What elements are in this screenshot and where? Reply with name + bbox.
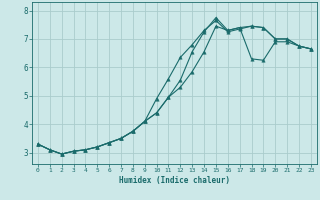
X-axis label: Humidex (Indice chaleur): Humidex (Indice chaleur) [119, 176, 230, 185]
